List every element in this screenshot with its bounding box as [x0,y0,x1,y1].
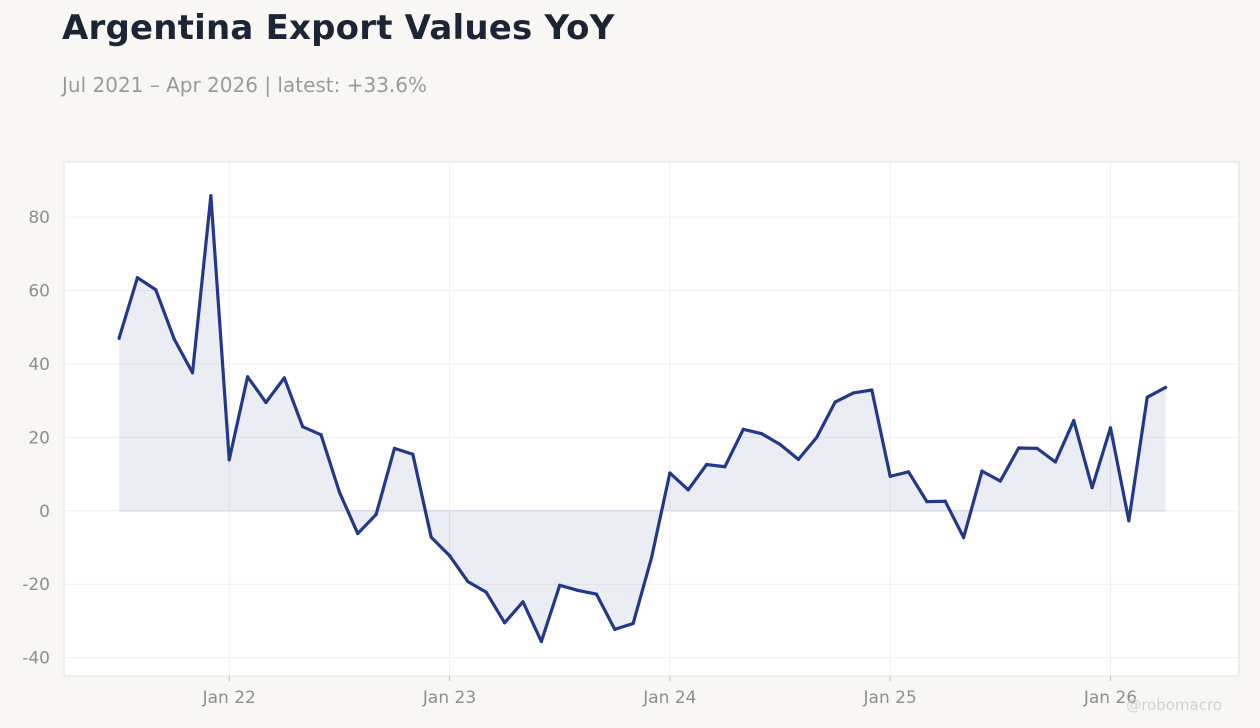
data-point [1127,519,1131,523]
data-point [1145,395,1149,399]
y-tick-label: -20 [22,575,50,595]
data-point [576,588,580,593]
data-point [723,465,727,469]
data-point [392,446,397,450]
series-line [117,194,1168,644]
data-point [686,488,690,492]
data-point [135,276,140,280]
data-point [503,621,507,625]
data-point [264,400,268,405]
data-point [282,376,286,380]
data-point [209,194,213,198]
data-point [906,470,911,474]
data-point [796,457,800,461]
chart-subtitle: Jul 2021 – Apr 2026 | latest: +33.6% [62,73,428,97]
y-tick-label: 0 [39,502,50,522]
plot-area [63,161,1240,677]
data-point [631,621,635,626]
data-point [962,535,966,540]
x-tick-label: Jan 26 [1083,688,1137,708]
data-point [815,435,819,439]
data-point [337,490,341,494]
data-point [613,627,617,631]
series-layer [117,194,1168,644]
data-point [594,592,599,596]
x-tick-label: Jan 23 [422,688,476,708]
data-point [1072,418,1076,423]
y-tick-label: 40 [28,355,50,375]
data-point [154,288,158,292]
data-point [778,442,782,446]
y-tick-label: -40 [22,649,50,669]
axis-layer: -40 -20 0 20 40 60 80 Jan 22 Jan 23 Jan 24 Jan 25 J… [22,208,1137,708]
data-point [447,553,452,558]
data-point [1108,426,1113,430]
data-point [301,425,305,429]
data-point [760,432,764,436]
data-point [190,371,195,375]
data-point [172,337,176,341]
data-point [558,583,562,587]
y-tick-label: 60 [28,282,50,302]
chart-title: Argentina Export Values YoY [62,8,615,48]
data-point [888,474,892,478]
data-point [356,531,360,536]
watermark: @robomacro [1126,696,1222,714]
data-point [668,471,672,475]
data-point [117,336,121,340]
data-point [484,590,488,594]
y-tick-label: 80 [28,208,50,228]
data-point [833,400,837,404]
x-tick-label: Jan 24 [642,688,696,708]
data-point [870,388,874,392]
data-point [521,600,525,604]
series-area [119,195,1166,642]
x-tick-label: Jan 25 [863,688,917,708]
data-point [980,469,984,473]
data-point [704,462,709,467]
x-tick-label: Jan 22 [202,688,256,708]
data-point [1163,385,1168,390]
y-tick-label: 20 [28,428,50,448]
data-point [851,391,856,395]
data-point [1035,446,1039,450]
data-point [411,452,415,456]
data-point [1090,486,1094,490]
data-point [319,433,323,437]
data-point [741,427,745,431]
data-point [998,479,1002,483]
data-point [1017,446,1021,450]
data-point [649,556,654,560]
data-point [925,500,929,504]
data-point [374,512,378,517]
data-point [429,535,433,539]
data-point [466,580,470,584]
data-point [227,458,231,462]
data-point [943,499,947,503]
data-point [245,375,250,379]
data-point [539,639,543,644]
data-point [1053,460,1058,464]
